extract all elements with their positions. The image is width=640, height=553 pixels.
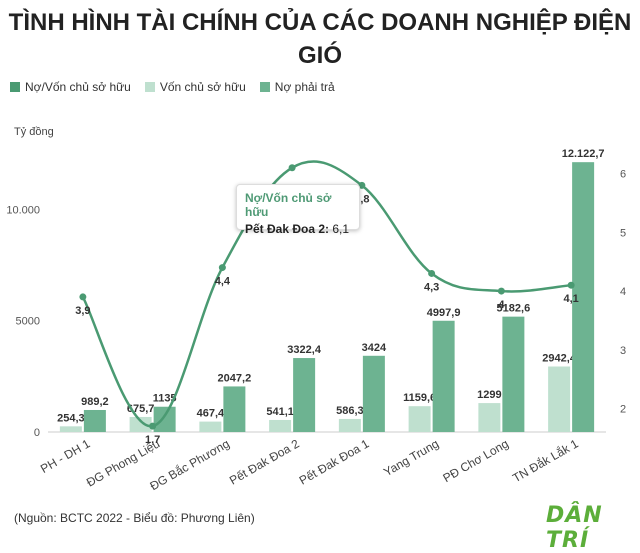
x-tick-label: Pết Đak Đoa 1 (297, 436, 372, 487)
ratio-point (428, 269, 436, 277)
ratio-point (218, 264, 226, 272)
ratio-point-label: 4 (498, 299, 505, 311)
bar-debt (502, 316, 525, 432)
bar-equity (478, 403, 501, 432)
bar-debt-label: 3322,4 (287, 344, 322, 356)
y-right-tick-label: 6 (620, 169, 626, 181)
ratio-point-label: 4,4 (215, 276, 231, 288)
x-tick-label: TN Đắk Lắk 1 (510, 435, 581, 485)
legend: Nợ/Vốn chủ sở hữu Vốn chủ sở hữu Nợ phải… (10, 80, 335, 94)
y-right-tick-label: 5 (620, 227, 626, 239)
bar-equity-label: 586,3 (336, 405, 364, 417)
tooltip-value: 6,1 (332, 222, 350, 236)
ratio-point (79, 293, 87, 301)
x-tick-label: Pết Đak Đoa 2 (227, 436, 302, 487)
bar-equity-label: 2942,4 (542, 353, 577, 365)
y-right-tick-label: 2 (620, 404, 626, 416)
ratio-point-label: 4,3 (424, 281, 439, 293)
bar-debt (362, 355, 385, 432)
bar-equity-label: 254,3 (57, 412, 85, 424)
bar-debt-label: 4997,9 (427, 307, 461, 319)
tooltip-title: Nợ/Vốn chủ sở hữu (245, 191, 332, 219)
bar-equity (548, 366, 571, 432)
ratio-point (358, 181, 366, 189)
legend-label-equity: Vốn chủ sở hữu (159, 80, 246, 94)
x-tick-label: Yang Trung (381, 436, 441, 479)
bar-equity (129, 416, 152, 432)
ratio-point-label: 3,9 (75, 305, 90, 317)
bar-equity-label: 1299 (477, 389, 501, 401)
ratio-point (567, 281, 575, 289)
ratio-point (149, 422, 157, 430)
bar-debt-label: 5182,6 (497, 303, 531, 315)
bar-debt-label: 12.122,7 (562, 148, 605, 160)
y-axis-unit-label: Tỷ đồng (14, 126, 54, 138)
y-right-tick-label: 3 (620, 345, 626, 357)
ratio-point-label: 4,1 (563, 293, 578, 305)
tooltip-row: Pết Đak Đoa 2: 6,1 (245, 222, 351, 236)
bar-debt (432, 320, 455, 432)
bar-equity (338, 418, 361, 432)
bar-equity-label: 541,1 (266, 406, 294, 418)
y-left-tick-label: 10.000 (6, 204, 40, 216)
bar-debt-label: 1135 (153, 393, 177, 405)
source-note: (Nguồn: BCTC 2022 - Biểu đồ: Phương Liên… (14, 511, 255, 525)
chart-title: TÌNH HÌNH TÀI CHÍNH CỦA CÁC DOANH NGHIỆP… (8, 9, 632, 69)
ratio-point-label: 1,7 (145, 434, 160, 446)
brand-logo: DÂN TRÍ (546, 503, 603, 553)
bar-equity (59, 426, 82, 432)
legend-label-ratio: Nợ/Vốn chủ sở hữu (25, 80, 131, 94)
bar-debt (83, 409, 106, 432)
legend-swatch-debt (259, 82, 270, 92)
y-left-tick-label: 0 (34, 427, 40, 439)
bar-debt-label: 2047,2 (218, 372, 252, 384)
bar-equity (199, 421, 222, 432)
tooltip-label: Pết Đak Đoa 2: (245, 222, 330, 236)
legend-swatch-ratio (10, 82, 20, 92)
bar-debt (223, 386, 246, 432)
bar-equity-label: 1159,6 (403, 392, 436, 404)
ratio-point (497, 287, 505, 295)
bar-debt (293, 358, 316, 432)
bar-debt (572, 162, 595, 432)
y-left-tick-label: 5000 (16, 316, 40, 328)
y-right-tick-label: 4 (620, 286, 626, 298)
legend-item-ratio[interactable]: Nợ/Vốn chủ sở hữu (10, 80, 131, 94)
legend-item-debt[interactable]: Nợ phải trả (259, 80, 335, 94)
bar-debt (153, 406, 176, 432)
bar-equity (408, 406, 431, 432)
legend-item-equity[interactable]: Vốn chủ sở hữu (144, 80, 246, 94)
bar-debt-label: 989,2 (81, 396, 109, 408)
tooltip: Nợ/Vốn chủ sở hữu Pết Đak Đoa 2: 6,1 (236, 184, 360, 236)
bar-equity (269, 419, 292, 432)
bar-equity-label: 467,4 (197, 408, 225, 420)
legend-label-debt: Nợ phải trả (274, 80, 335, 94)
ratio-point (288, 164, 296, 172)
x-tick-label: PH - DH 1 (38, 436, 93, 476)
bar-debt-label: 3424 (362, 342, 387, 354)
legend-swatch-equity (144, 82, 155, 92)
x-tick-label: PĐ Chơ Long (440, 436, 510, 485)
